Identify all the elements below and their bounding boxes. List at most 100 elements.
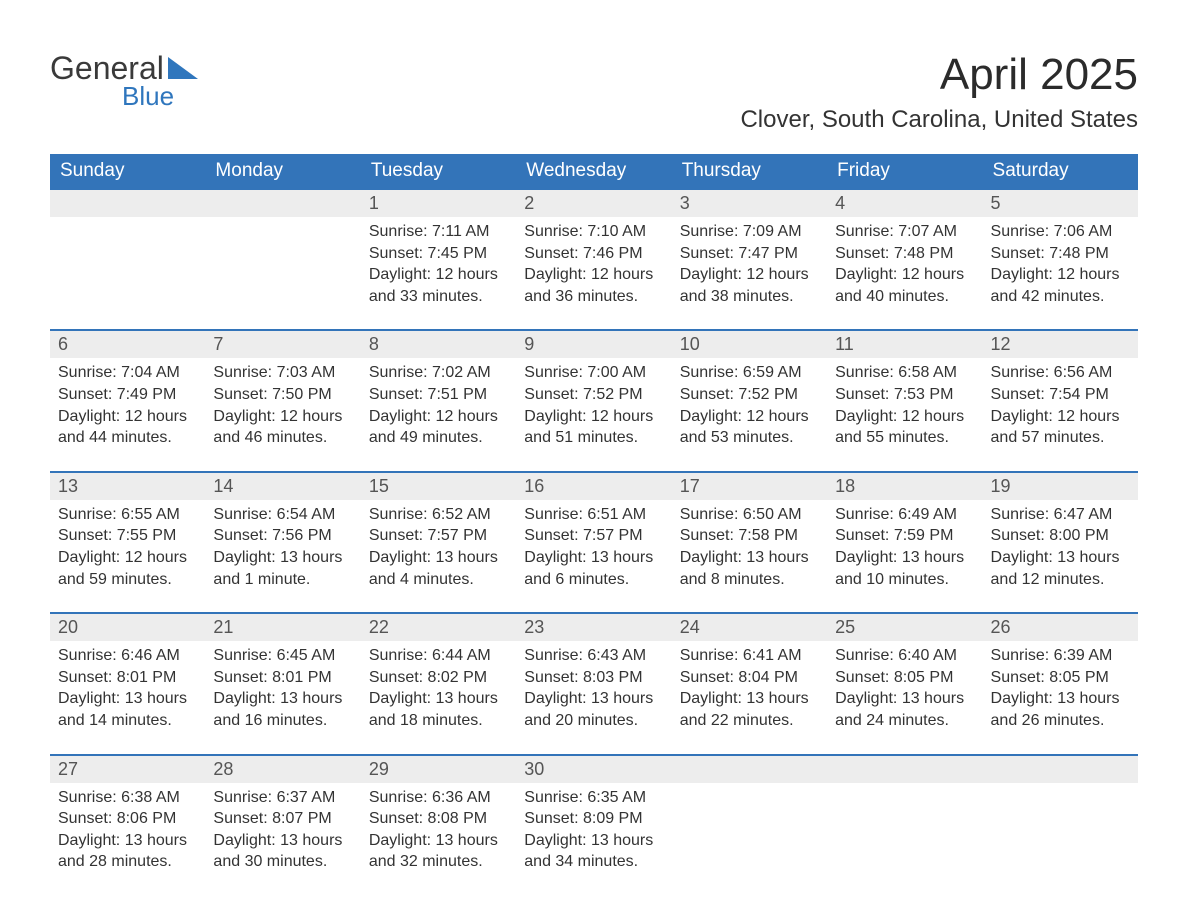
daylight-label: Daylight: [213, 832, 280, 849]
sunrise-label: Sunrise: [213, 647, 276, 664]
sunrise-label: Sunrise: [524, 506, 587, 523]
daylight-label: Daylight: [524, 266, 591, 283]
sunrise-label: Sunrise: [680, 506, 743, 523]
daylight-label: Daylight: [991, 690, 1058, 707]
sunset-label: Sunset: [835, 527, 894, 544]
sunset-value: 7:57 PM [583, 527, 643, 544]
calendar-row: 1Sunrise: 7:11 AMSunset: 7:45 PMDaylight… [50, 189, 1138, 330]
day-number: 3 [672, 190, 827, 217]
calendar-cell: 20Sunrise: 6:46 AMSunset: 8:01 PMDayligh… [50, 613, 205, 754]
sunrise-label: Sunrise: [680, 364, 743, 381]
calendar-cell: 9Sunrise: 7:00 AMSunset: 7:52 PMDaylight… [516, 330, 671, 471]
sunrise-value: 7:04 AM [121, 364, 180, 381]
sunrise-value: 6:39 AM [1054, 647, 1113, 664]
sunset-label: Sunset: [991, 245, 1050, 262]
day-number: 30 [516, 756, 671, 783]
sunrise-label: Sunrise: [213, 506, 276, 523]
calendar-cell: 23Sunrise: 6:43 AMSunset: 8:03 PMDayligh… [516, 613, 671, 754]
sunset-value: 7:48 PM [1049, 245, 1109, 262]
day-detail: Sunrise: 7:03 AMSunset: 7:50 PMDaylight:… [205, 358, 360, 470]
page-header: General Blue April 2025 Clover, South Ca… [50, 50, 1138, 146]
daylight-label: Daylight: [369, 549, 436, 566]
day-detail-empty [50, 217, 205, 243]
sunrise-label: Sunrise: [991, 223, 1054, 240]
calendar-cell: 26Sunrise: 6:39 AMSunset: 8:05 PMDayligh… [983, 613, 1138, 754]
sunrise-value: 7:02 AM [432, 364, 491, 381]
sunset-value: 7:51 PM [428, 386, 488, 403]
daylight-label: Daylight: [213, 408, 280, 425]
sunrise-value: 7:09 AM [743, 223, 802, 240]
daylight-label: Daylight: [58, 408, 125, 425]
weekday-header: Wednesday [516, 154, 671, 189]
calendar-cell: 8Sunrise: 7:02 AMSunset: 7:51 PMDaylight… [361, 330, 516, 471]
sunset-label: Sunset: [991, 527, 1050, 544]
calendar-cell: 2Sunrise: 7:10 AMSunset: 7:46 PMDaylight… [516, 189, 671, 330]
sunrise-label: Sunrise: [213, 789, 276, 806]
daylight-label: Daylight: [213, 690, 280, 707]
sunset-label: Sunset: [369, 810, 428, 827]
sunset-value: 8:02 PM [428, 669, 488, 686]
sunrise-value: 7:11 AM [432, 223, 490, 240]
day-number: 17 [672, 473, 827, 500]
daylight-label: Daylight: [58, 832, 125, 849]
sunset-value: 8:00 PM [1049, 527, 1109, 544]
sunset-value: 7:46 PM [583, 245, 643, 262]
sunrise-label: Sunrise: [524, 789, 587, 806]
daylight-label: Daylight: [524, 690, 591, 707]
sunrise-value: 6:45 AM [277, 647, 336, 664]
day-number-empty [827, 756, 982, 783]
weekday-header: Monday [205, 154, 360, 189]
daylight-label: Daylight: [835, 549, 902, 566]
weekday-header: Friday [827, 154, 982, 189]
sunrise-value: 6:59 AM [743, 364, 802, 381]
day-number: 18 [827, 473, 982, 500]
calendar-cell: 15Sunrise: 6:52 AMSunset: 7:57 PMDayligh… [361, 472, 516, 613]
sunset-value: 7:50 PM [272, 386, 332, 403]
sunrise-label: Sunrise: [991, 506, 1054, 523]
day-number: 24 [672, 614, 827, 641]
logo-flag-icon [168, 57, 202, 81]
sunrise-label: Sunrise: [524, 223, 587, 240]
sunset-label: Sunset: [524, 669, 583, 686]
day-detail: Sunrise: 6:43 AMSunset: 8:03 PMDaylight:… [516, 641, 671, 753]
day-detail: Sunrise: 6:38 AMSunset: 8:06 PMDaylight:… [50, 783, 205, 895]
day-number: 27 [50, 756, 205, 783]
day-number: 10 [672, 331, 827, 358]
sunset-value: 8:07 PM [272, 810, 332, 827]
day-number: 13 [50, 473, 205, 500]
calendar-row: 27Sunrise: 6:38 AMSunset: 8:06 PMDayligh… [50, 755, 1138, 895]
sunset-value: 8:09 PM [583, 810, 643, 827]
daylight-label: Daylight: [835, 408, 902, 425]
daylight-label: Daylight: [524, 832, 591, 849]
day-number: 19 [983, 473, 1138, 500]
calendar-cell: 19Sunrise: 6:47 AMSunset: 8:00 PMDayligh… [983, 472, 1138, 613]
day-number: 26 [983, 614, 1138, 641]
calendar-cell: 5Sunrise: 7:06 AMSunset: 7:48 PMDaylight… [983, 189, 1138, 330]
sunrise-value: 6:35 AM [587, 789, 646, 806]
sunrise-value: 7:07 AM [898, 223, 957, 240]
daylight-label: Daylight: [991, 266, 1058, 283]
day-detail: Sunrise: 6:46 AMSunset: 8:01 PMDaylight:… [50, 641, 205, 753]
daylight-label: Daylight: [369, 408, 436, 425]
sunset-value: 7:53 PM [894, 386, 954, 403]
calendar-cell: 4Sunrise: 7:07 AMSunset: 7:48 PMDaylight… [827, 189, 982, 330]
calendar-cell: 10Sunrise: 6:59 AMSunset: 7:52 PMDayligh… [672, 330, 827, 471]
sunset-label: Sunset: [524, 810, 583, 827]
calendar-body: 1Sunrise: 7:11 AMSunset: 7:45 PMDaylight… [50, 189, 1138, 895]
day-number: 4 [827, 190, 982, 217]
calendar-cell: 27Sunrise: 6:38 AMSunset: 8:06 PMDayligh… [50, 755, 205, 895]
sunrise-value: 6:41 AM [743, 647, 802, 664]
sunset-value: 8:01 PM [272, 669, 332, 686]
day-number: 15 [361, 473, 516, 500]
sunrise-label: Sunrise: [369, 647, 432, 664]
sunset-label: Sunset: [835, 669, 894, 686]
day-number: 2 [516, 190, 671, 217]
sunrise-label: Sunrise: [58, 506, 121, 523]
day-number: 12 [983, 331, 1138, 358]
sunset-label: Sunset: [213, 527, 272, 544]
sunset-label: Sunset: [991, 386, 1050, 403]
sunset-value: 8:01 PM [117, 669, 177, 686]
sunrise-value: 6:43 AM [587, 647, 646, 664]
weekday-header: Thursday [672, 154, 827, 189]
day-number: 6 [50, 331, 205, 358]
